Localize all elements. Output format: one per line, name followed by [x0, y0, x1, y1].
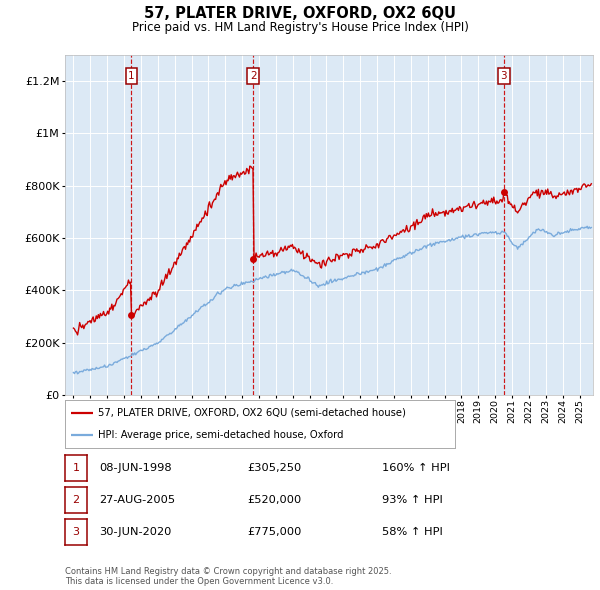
- Text: Contains HM Land Registry data © Crown copyright and database right 2025.
This d: Contains HM Land Registry data © Crown c…: [65, 566, 392, 586]
- Text: 160% ↑ HPI: 160% ↑ HPI: [382, 463, 450, 473]
- Text: 93% ↑ HPI: 93% ↑ HPI: [382, 495, 443, 505]
- Text: 27-AUG-2005: 27-AUG-2005: [99, 495, 175, 505]
- Text: 57, PLATER DRIVE, OXFORD, OX2 6QU: 57, PLATER DRIVE, OXFORD, OX2 6QU: [144, 6, 456, 21]
- Text: 30-JUN-2020: 30-JUN-2020: [99, 527, 172, 537]
- Text: £305,250: £305,250: [247, 463, 301, 473]
- Text: 1: 1: [128, 71, 135, 81]
- Text: 3: 3: [500, 71, 507, 81]
- Text: HPI: Average price, semi-detached house, Oxford: HPI: Average price, semi-detached house,…: [98, 430, 344, 440]
- Text: 08-JUN-1998: 08-JUN-1998: [99, 463, 172, 473]
- Text: 3: 3: [73, 527, 79, 537]
- Text: £775,000: £775,000: [247, 527, 301, 537]
- Text: 58% ↑ HPI: 58% ↑ HPI: [382, 527, 443, 537]
- Text: Price paid vs. HM Land Registry's House Price Index (HPI): Price paid vs. HM Land Registry's House …: [131, 21, 469, 34]
- Text: 57, PLATER DRIVE, OXFORD, OX2 6QU (semi-detached house): 57, PLATER DRIVE, OXFORD, OX2 6QU (semi-…: [98, 408, 406, 418]
- Text: 1: 1: [73, 463, 79, 473]
- Text: £520,000: £520,000: [247, 495, 301, 505]
- Text: 2: 2: [73, 495, 80, 505]
- Text: 2: 2: [250, 71, 256, 81]
